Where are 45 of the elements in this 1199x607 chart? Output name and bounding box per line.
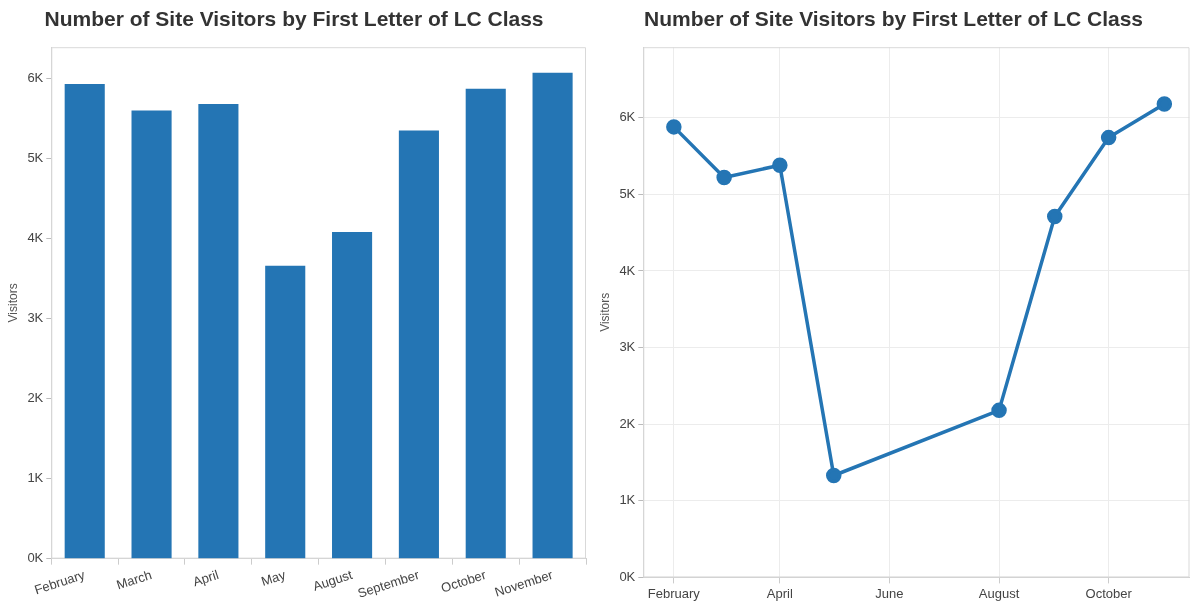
x-tick-label: October xyxy=(439,566,489,596)
point xyxy=(666,119,682,135)
y-tick-label: 5K xyxy=(619,185,636,201)
y-tick-label: 0K xyxy=(619,568,636,584)
point xyxy=(991,402,1007,419)
bar xyxy=(198,104,239,559)
y-tick-label: 3K xyxy=(619,339,636,355)
y-tick-label: 0K xyxy=(27,550,44,566)
y-tick-label: 4K xyxy=(619,262,636,278)
y-tick-label: 2K xyxy=(27,390,44,406)
y-tick-label: 2K xyxy=(619,415,636,431)
x-tick-label: April xyxy=(191,567,221,590)
point xyxy=(716,169,732,186)
bar xyxy=(465,88,506,559)
x-tick-label: March xyxy=(114,567,154,593)
y-tick-label: 1K xyxy=(619,492,636,508)
chart-title: Number of Site Visitors by First Letter of LC Class xyxy=(44,7,544,31)
y-axis-title: Visitors xyxy=(5,283,20,323)
y-tick-label: 5K xyxy=(27,150,44,166)
x-tick-label: February xyxy=(647,585,701,601)
bar xyxy=(64,84,105,559)
x-tick-label: April xyxy=(766,585,793,601)
x-tick-label: May xyxy=(259,566,288,589)
x-tick-label: June xyxy=(875,585,904,601)
bar xyxy=(532,72,573,559)
bar xyxy=(265,265,306,559)
x-tick-label: October xyxy=(1085,585,1133,601)
y-tick-label: 6K xyxy=(619,109,636,125)
point xyxy=(1156,96,1173,112)
chart-title: Number of Site Visitors by First Letter of LC Class xyxy=(643,7,1144,31)
point xyxy=(1047,208,1063,225)
x-tick-label: August xyxy=(310,566,355,594)
point xyxy=(1100,129,1117,146)
y-tick-label: 1K xyxy=(27,470,44,486)
point xyxy=(826,467,842,484)
x-tick-label: February xyxy=(32,566,88,598)
bar xyxy=(398,130,439,559)
x-tick-label: August xyxy=(978,585,1020,601)
y-tick-label: 6K xyxy=(27,69,44,85)
bar xyxy=(332,232,373,559)
y-tick-label: 4K xyxy=(27,230,44,246)
bar xyxy=(131,110,172,559)
point xyxy=(772,157,788,173)
y-tick-label: 3K xyxy=(27,310,44,326)
y-axis-title: Visitors xyxy=(597,292,612,332)
